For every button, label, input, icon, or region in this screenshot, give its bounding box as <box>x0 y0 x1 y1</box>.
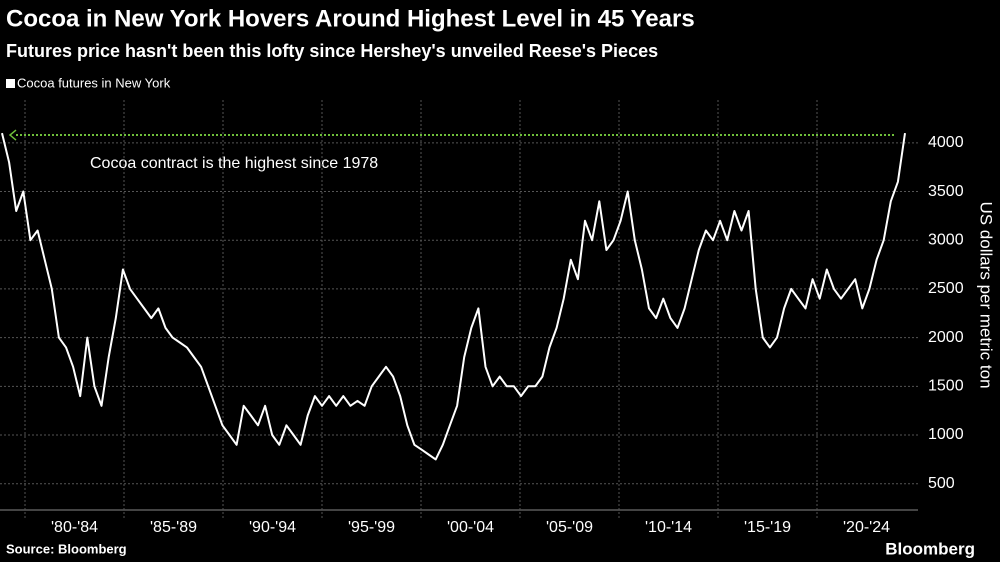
chart-title: Cocoa in New York Hovers Around Highest … <box>6 5 695 32</box>
chart-subtitle: Futures price hasn't been this lofty sin… <box>6 41 658 61</box>
price-line <box>1 132 906 461</box>
y-tick-label: 4000 <box>928 134 964 151</box>
x-tick-label: '05-'09 <box>546 519 593 536</box>
highlight-arrow <box>8 129 17 141</box>
x-tick-label: '00-'04 <box>447 519 494 536</box>
annotation: Cocoa contract is the highest since 1978 <box>90 155 378 172</box>
x-tick-label: '90-'94 <box>249 519 296 536</box>
x-tick-label: '15-'19 <box>744 519 791 536</box>
y-tick-label: 3500 <box>928 183 964 200</box>
brand: Bloomberg <box>885 539 975 558</box>
x-tick-label: '20-'24 <box>843 519 890 536</box>
x-tick-label: '10-'14 <box>645 519 692 536</box>
y-tick-label: 2500 <box>928 280 964 297</box>
y-axis-label: US dollars per metric ton <box>977 201 996 388</box>
legend-label: Cocoa futures in New York <box>17 75 171 90</box>
source: Source: Bloomberg <box>6 541 127 556</box>
legend-swatch <box>6 79 15 88</box>
x-tick-label: '95-'99 <box>348 519 395 536</box>
y-tick-label: 1500 <box>928 378 964 395</box>
x-tick-label: '80-'84 <box>51 519 98 536</box>
y-tick-label: 1000 <box>928 426 964 443</box>
y-tick-label: 2000 <box>928 329 964 346</box>
y-tick-label: 500 <box>928 475 955 492</box>
x-tick-label: '85-'89 <box>150 519 197 536</box>
y-tick-label: 3000 <box>928 231 964 248</box>
